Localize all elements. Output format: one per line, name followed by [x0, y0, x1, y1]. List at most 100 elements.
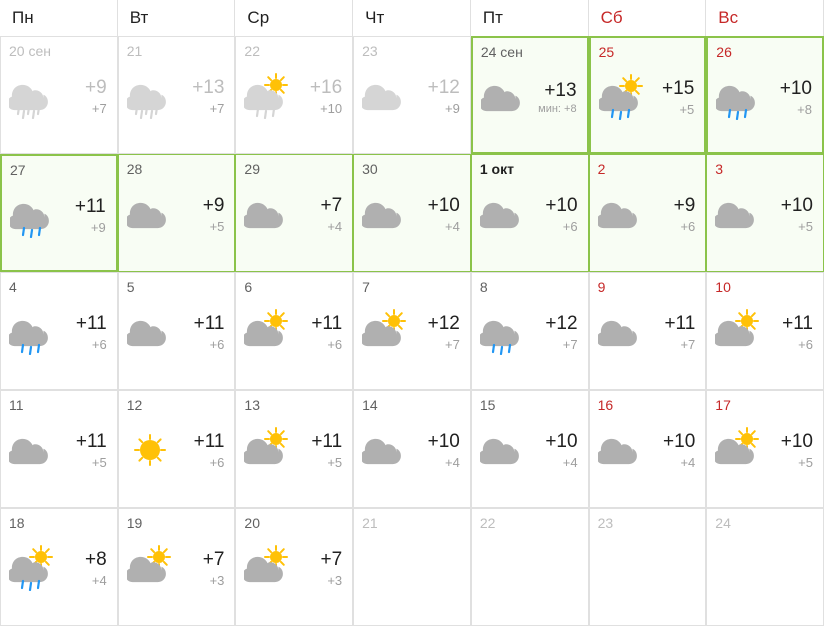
cloud-icon	[362, 427, 408, 473]
date-label: 22	[244, 43, 344, 59]
temp-low: +4	[294, 219, 342, 234]
date-label: 16	[598, 397, 698, 413]
day-content: +13+7	[127, 73, 227, 119]
day-cell[interactable]: 27+11+9	[0, 154, 118, 272]
weekday-header: Ср	[235, 0, 353, 36]
day-cell[interactable]: 10+11+6	[706, 272, 824, 390]
day-cell[interactable]: 16 +10+4	[589, 390, 707, 508]
day-cell[interactable]: 29+7+4	[235, 154, 353, 272]
temperatures: +11+6	[177, 431, 227, 470]
day-cell[interactable]: 20+7+3	[235, 508, 353, 626]
day-content: +10+4	[598, 427, 698, 473]
date-label: 23	[362, 43, 462, 59]
day-content: +11+6	[127, 427, 227, 473]
day-content: +8+4	[9, 545, 109, 591]
date-label: 20 сен	[9, 43, 109, 59]
cloud-sun-icon	[244, 427, 290, 473]
temp-low: +4	[648, 455, 696, 470]
temp-low: +9	[412, 101, 460, 116]
temp-high: +10	[530, 195, 578, 217]
day-cell[interactable]: 1 окт+10+6	[471, 154, 589, 272]
temp-high: +8	[59, 549, 107, 571]
date-label: 9	[598, 279, 698, 295]
date-label: 8	[480, 279, 580, 295]
day-cell[interactable]: 3+10+5	[706, 154, 824, 272]
temperatures: +16+10	[294, 77, 344, 116]
rain-heavy-icon	[9, 73, 55, 119]
day-cell[interactable]: 8+12+7	[471, 272, 589, 390]
date-label: 21	[127, 43, 227, 59]
day-content: +9+7	[9, 73, 109, 119]
temp-high: +11	[59, 313, 107, 335]
temperatures: +9+6	[648, 195, 698, 234]
temperatures: +10+5	[765, 431, 815, 470]
date-label: 25	[599, 44, 697, 60]
day-cell[interactable]: 26+10+8	[706, 36, 824, 154]
temp-low: +8	[766, 102, 812, 117]
date-label: 14	[362, 397, 462, 413]
day-cell[interactable]: 13+11+5	[235, 390, 353, 508]
day-cell[interactable]: 11+11+5	[0, 390, 118, 508]
day-content: +11+5	[9, 427, 109, 473]
temp-low: +5	[177, 219, 225, 234]
cloud-icon	[127, 309, 173, 355]
weekday-header: Вт	[118, 0, 236, 36]
temperatures: +10+4	[530, 431, 580, 470]
temp-high: +12	[412, 313, 460, 335]
day-cell[interactable]: 30+10+4	[353, 154, 471, 272]
day-content: +10+6	[480, 191, 580, 237]
temp-high: +10	[412, 195, 460, 217]
date-label: 4	[9, 279, 109, 295]
day-cell[interactable]: 14+10+4	[353, 390, 471, 508]
day-cell[interactable]: 7+12+7	[353, 272, 471, 390]
temp-high: +11	[177, 431, 225, 453]
temp-low: +7	[177, 101, 225, 116]
cloud-icon	[244, 191, 290, 237]
temp-high: +15	[649, 78, 695, 100]
day-cell[interactable]: 12+11+6	[118, 390, 236, 508]
cloud-icon	[480, 427, 526, 473]
date-label: 30	[362, 161, 462, 177]
temp-low: +5	[294, 455, 342, 470]
day-cell[interactable]: 19+7+3	[118, 508, 236, 626]
day-cell[interactable]: 21+13+7	[118, 36, 236, 154]
temperatures: +13+7	[177, 77, 227, 116]
day-cell[interactable]: 23+12+9	[353, 36, 471, 154]
day-cell[interactable]: 17+10+5	[706, 390, 824, 508]
day-cell: 22	[471, 508, 589, 626]
day-cell: 23	[589, 508, 707, 626]
temp-high: +9	[59, 77, 107, 99]
day-cell[interactable]: 6+11+6	[235, 272, 353, 390]
day-cell[interactable]: 4+11+6	[0, 272, 118, 390]
temperatures: +7+3	[177, 549, 227, 588]
temp-low: +3	[177, 573, 225, 588]
day-content: +11+6	[127, 309, 227, 355]
day-content: +7+3	[127, 545, 227, 591]
day-cell[interactable]: 2+9+6	[589, 154, 707, 272]
day-cell[interactable]: 9+11+7	[589, 272, 707, 390]
date-label: 7	[362, 279, 462, 295]
day-cell[interactable]: 28+9+5	[118, 154, 236, 272]
temperatures: +10+5	[765, 195, 815, 234]
day-content: +15+5	[599, 74, 697, 120]
day-content: +7+4	[244, 191, 344, 237]
date-label: 15	[480, 397, 580, 413]
temperatures: +11+9	[60, 196, 108, 235]
day-cell[interactable]: 24 сен+13мин: +8	[471, 36, 589, 154]
day-cell[interactable]: 5+11+6	[118, 272, 236, 390]
temp-low: +4	[412, 219, 460, 234]
day-cell[interactable]: 25 +15+5	[589, 36, 707, 154]
temp-high: +16	[294, 77, 342, 99]
day-cell[interactable]: 22 +16+10	[235, 36, 353, 154]
rain-heavy-icon	[127, 73, 173, 119]
temperatures: +11+6	[294, 313, 344, 352]
temp-high: +13	[177, 77, 225, 99]
cloud-icon	[481, 74, 527, 120]
temperatures: +10+4	[412, 195, 462, 234]
weekday-header: Вс	[706, 0, 824, 36]
day-cell[interactable]: 15 +10+4	[471, 390, 589, 508]
day-cell[interactable]: 20 сен +9+7	[0, 36, 118, 154]
day-cell[interactable]: 18+8+4	[0, 508, 118, 626]
temp-low: +5	[59, 455, 107, 470]
temp-low: +6	[177, 337, 225, 352]
